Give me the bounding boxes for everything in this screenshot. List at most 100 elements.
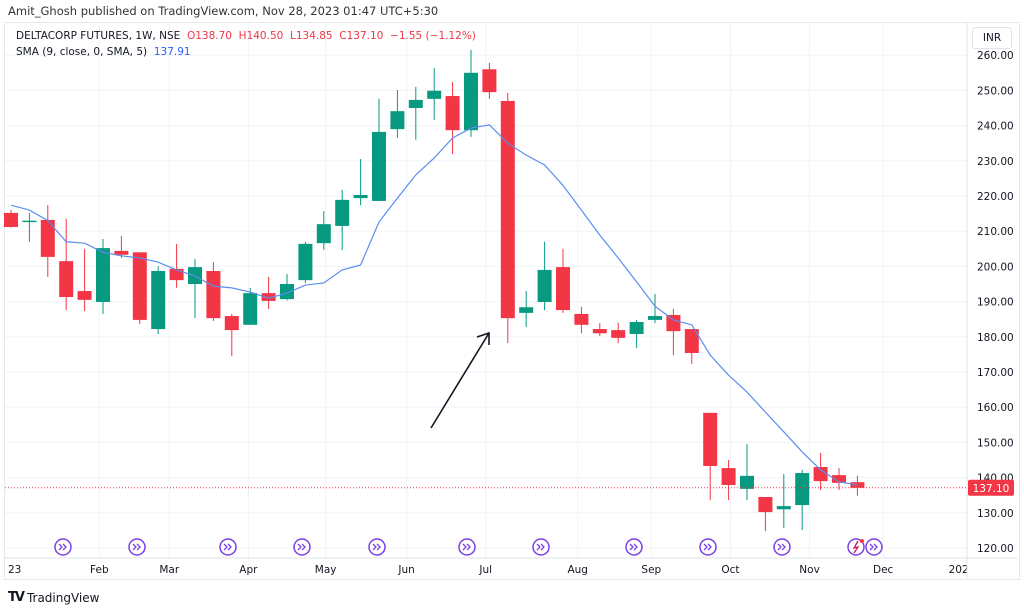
chart-legend: DELTACORP FUTURES, 1W, NSE O138.70 H140.… — [16, 28, 476, 60]
candle — [77, 248, 92, 312]
chevron-icon — [372, 543, 377, 551]
candle-body — [832, 475, 846, 483]
arrow-annotation — [430, 332, 490, 429]
chevron-icon — [376, 543, 381, 551]
candle-body — [206, 270, 221, 319]
dividend-event-icon[interactable] — [219, 538, 237, 556]
lightning-icon — [852, 540, 860, 554]
candle-body — [500, 100, 515, 319]
candle — [40, 205, 55, 277]
y-tick-label: 210.00 — [977, 226, 1014, 238]
dividend-event-icon[interactable] — [293, 538, 311, 556]
candle-body — [574, 313, 589, 325]
candle-body — [335, 199, 350, 226]
candle-body — [408, 99, 423, 108]
event-circle — [54, 538, 72, 556]
dividend-event-icon[interactable] — [368, 538, 386, 556]
candle — [556, 248, 570, 313]
candle-body — [776, 506, 791, 510]
candle — [22, 212, 37, 242]
dividend-event-icon[interactable] — [128, 538, 146, 556]
candle — [206, 262, 221, 321]
low-value: L134.85 — [290, 30, 333, 42]
candle-body — [592, 329, 607, 334]
candle — [280, 274, 294, 301]
x-tick-label: Dec — [873, 564, 894, 576]
chevron-icon — [873, 543, 878, 551]
candle-body — [114, 250, 129, 255]
dividend-event-icon[interactable] — [773, 538, 791, 556]
x-tick-label: May — [315, 564, 337, 576]
x-tick-label: Oct — [721, 564, 739, 576]
candle — [648, 293, 662, 324]
event-circle — [625, 538, 643, 556]
chevron-icon — [703, 543, 708, 551]
candle — [464, 49, 478, 137]
candle — [611, 322, 626, 344]
candle-body — [482, 69, 497, 93]
dividend-event-icon[interactable] — [625, 538, 643, 556]
chart-frame — [4, 22, 1020, 580]
candle-body — [59, 261, 74, 298]
x-tick-label: 23 — [8, 564, 21, 576]
event-circle — [699, 538, 717, 556]
y-tick-label: 240.00 — [977, 121, 1014, 133]
candle — [629, 319, 644, 349]
candle-body — [151, 270, 166, 330]
chevron-icon — [540, 543, 545, 551]
tv-logo-icon: TV — [8, 590, 25, 605]
event-circle — [128, 538, 146, 556]
change-value: −1.55 (−1.12%) — [390, 30, 476, 42]
candle-body — [372, 131, 386, 201]
x-tick-label: Feb — [90, 564, 109, 576]
event-circle — [368, 538, 386, 556]
x-tick-label: Mar — [159, 564, 179, 576]
close-value: C137.10 — [339, 30, 384, 42]
split-event-icon[interactable] — [847, 538, 865, 556]
candle-body — [243, 293, 258, 325]
y-tick-label: 220.00 — [977, 191, 1014, 203]
y-tick-label: 230.00 — [977, 156, 1014, 168]
candle-body — [703, 412, 718, 466]
dividend-event-icon[interactable] — [699, 538, 717, 556]
currency-button[interactable]: INR — [972, 27, 1012, 49]
candle — [408, 86, 423, 140]
dividend-event-icon[interactable] — [458, 538, 476, 556]
chevron-icon — [466, 543, 471, 551]
candle — [390, 90, 405, 138]
dividend-event-icon[interactable] — [532, 538, 550, 556]
dividend-event-icon[interactable] — [54, 538, 72, 556]
candle-body — [721, 468, 736, 485]
candle-body — [795, 473, 810, 506]
open-value: O138.70 — [186, 30, 232, 42]
candle — [298, 241, 313, 283]
candle — [703, 412, 718, 501]
candle — [666, 308, 681, 356]
x-tick-label: Nov — [799, 564, 820, 576]
candle — [537, 241, 552, 311]
chevron-icon — [227, 543, 232, 551]
chevron-icon — [62, 543, 67, 551]
event-circle — [219, 538, 237, 556]
y-tick-label: 260.00 — [977, 50, 1014, 62]
candle-body — [316, 224, 331, 244]
chevron-icon — [136, 543, 141, 551]
candle-body — [353, 194, 368, 199]
candle — [574, 306, 589, 334]
x-tick-label: Jun — [397, 564, 414, 576]
candle-body — [4, 212, 18, 227]
candle-body — [77, 291, 92, 300]
event-circle — [458, 538, 476, 556]
arrow-head-icon — [476, 331, 490, 345]
candle-body — [40, 219, 55, 257]
candle — [427, 67, 442, 120]
event-circle — [532, 538, 550, 556]
candle — [795, 469, 810, 531]
tradingview-logo[interactable]: TV TradingView — [8, 590, 99, 605]
candle — [243, 287, 258, 325]
candle — [4, 210, 18, 228]
event-circle — [293, 538, 311, 556]
candle — [132, 252, 147, 325]
dividend-event-icon[interactable] — [865, 538, 883, 556]
